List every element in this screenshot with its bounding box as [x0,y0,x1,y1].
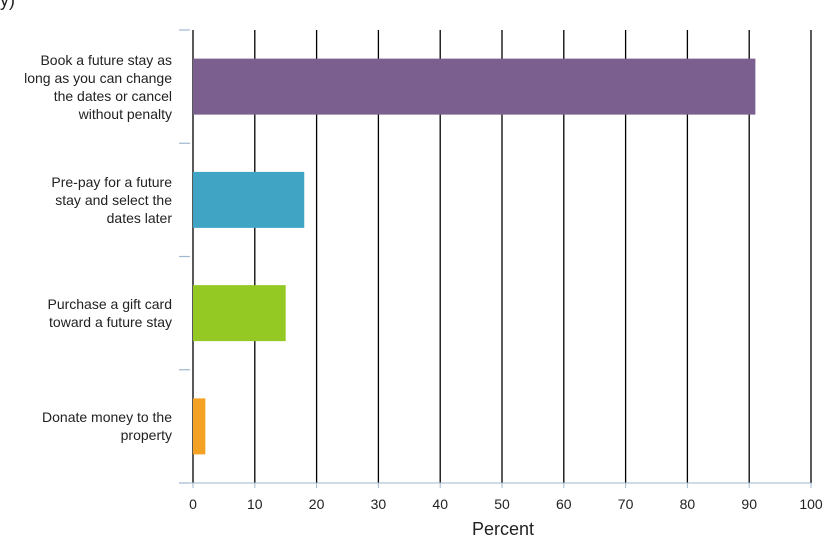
bar-3 [193,398,206,455]
x-tick-label-40: 40 [432,496,448,512]
x-axis-label: Percent [471,519,535,539]
x-tick-label-10: 10 [247,496,263,512]
x-tick-label-80: 80 [680,496,696,512]
bar-1 [193,171,305,228]
x-tick-label-90: 90 [741,496,757,512]
category-label-1: Pre-pay for a future stay and select the… [51,173,172,226]
x-tick-label-30: 30 [371,496,387,512]
chart-title-fragment: y) [0,0,15,10]
x-tick-label-50: 50 [494,496,510,512]
bar-0 [193,58,756,115]
category-label-2: Purchase a gift card toward a future sta… [47,296,172,331]
x-tick-label-0: 0 [189,496,197,512]
category-label-3: Donate money to the property [42,409,172,444]
bar-2 [193,285,286,342]
x-tick-label-70: 70 [618,496,634,512]
x-tick-label-20: 20 [309,496,325,512]
x-tick-label-100: 100 [799,496,823,512]
category-label-0: Book a future stay as long as you can ch… [24,51,172,122]
x-tick-label-60: 60 [556,496,572,512]
